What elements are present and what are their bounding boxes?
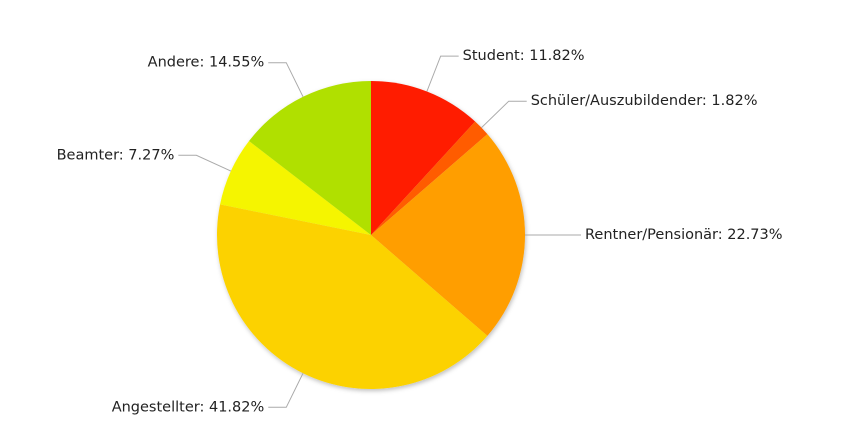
- pie-slice: [371, 121, 488, 235]
- data-label: Andere: 14.55%: [148, 55, 265, 71]
- data-label: Student: 11.82%: [463, 48, 585, 64]
- leader-line: [268, 372, 304, 408]
- data-label: Rentner/Pensionär: 22.73%: [585, 227, 783, 243]
- leader-line: [268, 62, 304, 98]
- pie-slice: [371, 134, 525, 336]
- data-label: Angestellter: 41.82%: [112, 399, 265, 415]
- leader-line: [426, 55, 459, 92]
- pie-slice: [371, 81, 476, 235]
- pie-slice: [216, 204, 488, 390]
- data-label: Schüler/Auszubildender: 1.82%: [531, 93, 758, 109]
- data-label: Beamter: 7.27%: [57, 147, 175, 163]
- pie-slice: [249, 81, 371, 235]
- leader-line: [481, 100, 527, 129]
- pie: [216, 81, 525, 390]
- pie-slice: [220, 140, 371, 235]
- leader-line: [178, 154, 232, 172]
